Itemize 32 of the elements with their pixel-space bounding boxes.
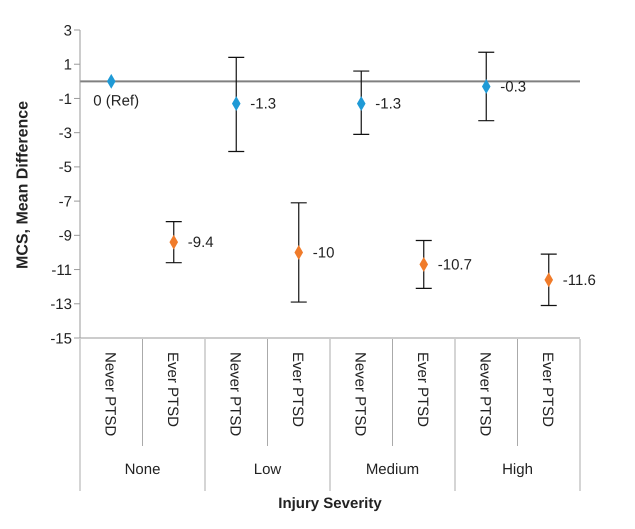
data-label: -10 bbox=[312, 244, 334, 262]
y-tick-label: -3 bbox=[58, 124, 72, 142]
text: High bbox=[502, 461, 533, 478]
data-label: -1.3 bbox=[250, 96, 276, 113]
data-label: -10.7 bbox=[438, 256, 472, 274]
x-tick-label: Ever PTSD bbox=[164, 352, 181, 428]
x-tick-label: Never PTSD bbox=[226, 352, 244, 436]
y-tick-label: -15 bbox=[50, 330, 72, 348]
x-tick-label: Ever PTSD bbox=[288, 352, 306, 428]
y-axis-title: MCS, Mean Difference bbox=[14, 100, 32, 269]
data-label: -9.4 bbox=[188, 234, 214, 252]
y-tick-label: 1 bbox=[64, 56, 72, 74]
y-tick-label: -13 bbox=[50, 296, 72, 314]
x-tick-label: Never PTSD bbox=[101, 352, 118, 436]
x-tick-label: Never PTSD bbox=[476, 352, 494, 436]
text: None bbox=[124, 461, 160, 478]
x-tick-label: Ever PTSD bbox=[414, 352, 431, 428]
text: Low bbox=[254, 461, 282, 478]
y-tick-label: -11 bbox=[51, 262, 72, 279]
y-tick-label: -5 bbox=[58, 159, 72, 176]
data-label: 0 (Ref) bbox=[93, 92, 140, 110]
x-tick-label: Ever PTSD bbox=[538, 352, 556, 428]
y-tick-label: -1 bbox=[58, 90, 72, 108]
y-tick-label: -7 bbox=[58, 193, 72, 210]
x-tick-label: Never PTSD bbox=[351, 352, 368, 436]
x-axis-title: Injury Severity bbox=[278, 495, 382, 512]
y-tick-label: 3 bbox=[64, 22, 72, 40]
y-tick-label: -9 bbox=[58, 228, 72, 245]
data-label: -11.6 bbox=[562, 272, 596, 289]
data-label: -0.3 bbox=[500, 78, 526, 96]
text: Medium bbox=[366, 461, 420, 478]
data-label: -1.3 bbox=[375, 96, 402, 113]
